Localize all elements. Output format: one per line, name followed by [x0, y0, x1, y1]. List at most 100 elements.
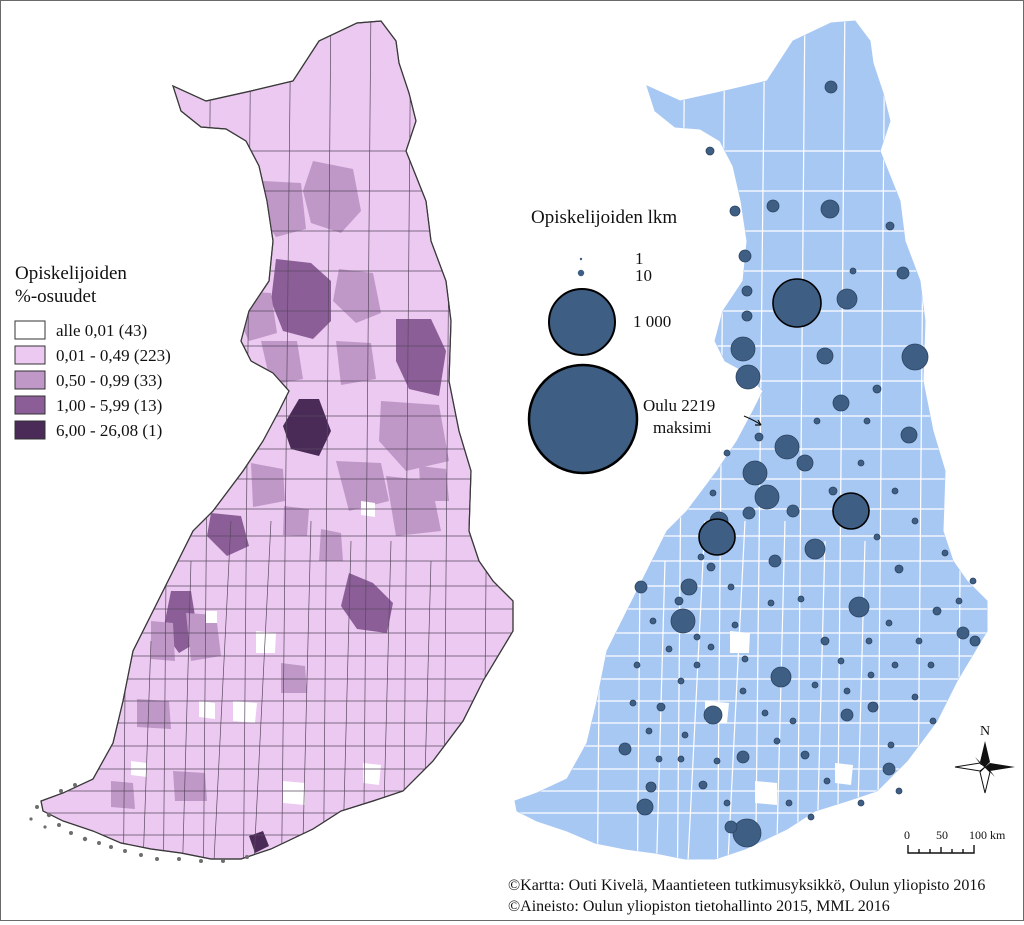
municipality-symbol-2 [729, 205, 741, 217]
municipality-symbol-67 [789, 717, 797, 725]
municipality-symbol-17 [872, 384, 882, 394]
municipality-symbol-40 [770, 666, 792, 688]
municipality-symbol-41 [703, 705, 723, 725]
municipality-symbol-14 [816, 347, 834, 365]
municipality-symbol-60 [894, 564, 904, 574]
legend-label-0: alle 0,01 (43) [56, 321, 147, 340]
municipality-symbol-57 [911, 693, 919, 701]
municipality-symbol-109 [693, 661, 701, 669]
legend-label-2: 0,50 - 0,99 (33) [56, 371, 162, 390]
municipality-symbol-73 [929, 717, 937, 725]
municipality-symbol-6 [896, 266, 910, 280]
municipality-symbol-32 [680, 578, 698, 596]
municipality-symbol-99 [811, 681, 819, 689]
symbol-legend-title: Opiskelijoiden lkm [531, 207, 677, 228]
municipality-symbol-33 [674, 596, 684, 606]
legend-label-3: 1,00 - 5,99 (13) [56, 396, 162, 415]
municipality-symbol-1 [705, 146, 715, 156]
municipality-symbol-39 [956, 626, 970, 640]
municipality-symbol-21 [774, 434, 800, 460]
municipality-symbol-68 [773, 737, 781, 745]
municipality-symbol-82 [863, 417, 871, 425]
archipelago-islands [29, 783, 249, 863]
municipality-symbol-20 [754, 432, 764, 442]
municipality-symbol-62 [767, 599, 775, 607]
municipality-symbol-108 [707, 643, 715, 651]
north-arrow: N [954, 724, 1015, 794]
legend-symbol-max [527, 363, 639, 475]
oulu-pointer-arrowhead [755, 419, 762, 426]
student-count-symbols [618, 80, 981, 848]
credit-line-map: ©Kartta: Outi Kivelä, Maantieteen tutkim… [508, 877, 985, 894]
choropleth-legend-title-line1: Opiskelijoiden [15, 263, 127, 284]
municipality-symbol-22 [796, 454, 814, 472]
legend-swatch-2 [14, 370, 46, 390]
municipality-symbol-95 [857, 799, 865, 807]
municipality-symbol-76 [911, 517, 919, 525]
high-share-municipalities [163, 259, 446, 853]
municipality-symbol-102 [885, 619, 893, 627]
municipality-symbol-88 [649, 617, 657, 625]
municipality-symbol-53 [633, 661, 641, 669]
municipality-symbol-3 [766, 199, 780, 213]
municipality-symbol-50 [820, 636, 830, 646]
municipality-symbol-93 [785, 799, 793, 807]
municipality-symbol-37 [706, 562, 716, 572]
legend-symbol-10 [577, 269, 585, 277]
municipality-symbol-26 [742, 506, 756, 520]
municipality-symbol-84 [709, 489, 717, 497]
municipality-symbol-90 [645, 727, 653, 735]
municipality-symbol-45 [736, 750, 750, 764]
municipality-symbol-86 [727, 583, 735, 591]
municipality-symbol-58 [932, 606, 942, 616]
municipality-symbol-85 [697, 553, 705, 561]
municipality-symbol-92 [723, 799, 731, 807]
municipality-symbol-98 [761, 709, 769, 717]
municipality-symbol-100 [837, 657, 845, 665]
municipality-symbol-48 [732, 818, 762, 848]
municipality-symbol-11 [836, 288, 858, 310]
municipality-symbol-107 [843, 687, 851, 695]
legend-label-10: 10 [635, 266, 652, 285]
north-label: N [980, 724, 990, 739]
municipality-symbol-56 [867, 701, 879, 713]
municipality-symbol-35 [848, 596, 870, 618]
municipality-symbol-72 [887, 741, 895, 749]
municipality-symbol-66 [739, 687, 747, 695]
municipality-symbol-28 [832, 492, 870, 530]
municipality-symbol-8 [738, 249, 752, 263]
legend-swatch-1 [14, 345, 46, 365]
legend-label-1: 1 [635, 249, 644, 268]
legend-label-4: 6,00 - 26,08 (1) [56, 421, 162, 440]
municipality-symbol-64 [665, 645, 673, 653]
municipality-symbol-12 [741, 310, 753, 322]
scale-tick-100: 100 km [969, 828, 1006, 842]
municipality-symbol-9 [741, 285, 753, 297]
municipality-symbol-27 [698, 518, 736, 556]
legend-swatch-4 [14, 420, 46, 440]
legend-label-max-line1: Oulu 2219 [643, 396, 715, 415]
municipality-symbol-103 [915, 637, 923, 645]
municipality-symbol-44 [645, 781, 657, 793]
municipality-symbol-96 [895, 787, 903, 795]
municipality-symbol-83 [723, 449, 731, 457]
municipality-symbol-97 [741, 655, 749, 663]
municipality-symbol-106 [867, 671, 875, 679]
scale-tick-50: 50 [936, 828, 948, 842]
municipality-symbol-55 [800, 750, 810, 760]
municipality-symbol-75 [969, 577, 977, 585]
legend-label-1: 0,01 - 0,49 (223) [56, 346, 171, 365]
municipality-symbol-104 [927, 661, 935, 669]
municipality-symbol-30 [786, 504, 800, 518]
municipality-symbol-23 [742, 460, 768, 486]
municipality-symbol-49 [724, 820, 738, 834]
medium-share-municipalities [111, 161, 449, 809]
municipality-symbol-51 [656, 702, 666, 712]
scale-tick-0: 0 [904, 828, 910, 842]
municipality-symbol-69 [823, 777, 831, 785]
municipality-symbol-94 [807, 813, 815, 821]
municipality-symbol-19 [900, 426, 918, 444]
municipality-symbol-65 [677, 677, 685, 685]
municipality-symbol-46 [882, 762, 896, 776]
